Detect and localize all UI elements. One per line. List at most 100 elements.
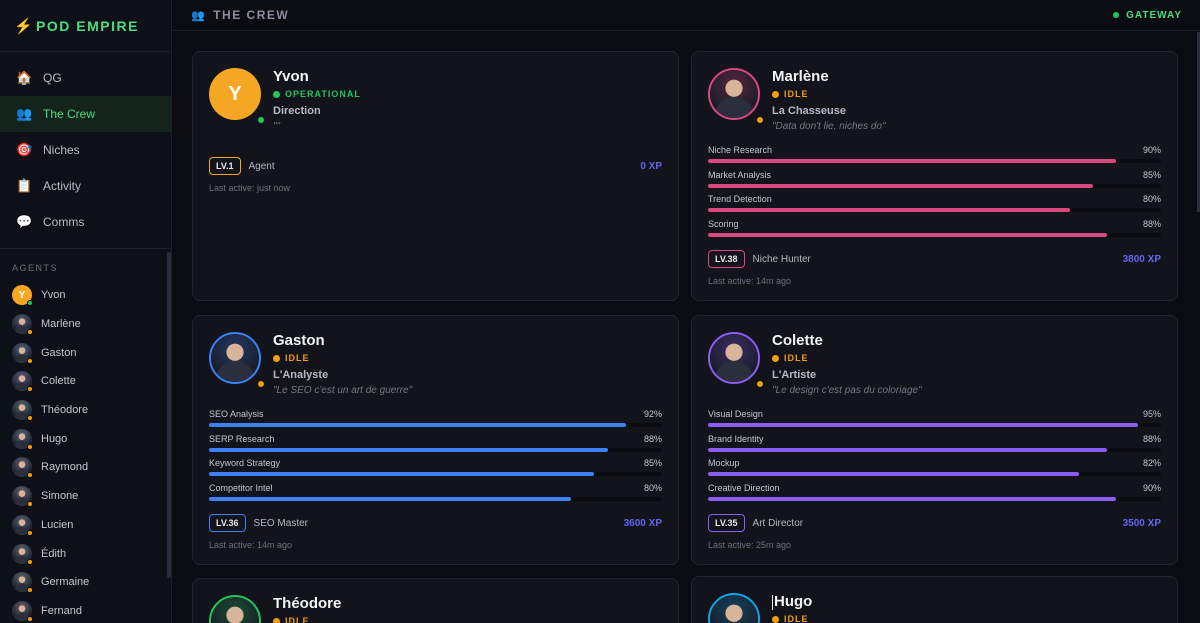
speech-bubble-icon: 💬: [16, 214, 33, 229]
skill-bar-track: [708, 472, 1161, 477]
last-active: Last active: just now: [209, 183, 291, 193]
portrait-illustration: [12, 342, 32, 363]
last-active: Last active: 14m ago: [209, 540, 293, 550]
agent-card-colette[interactable]: Colette IDLE L'Artiste "Le design c'est pas…: [691, 315, 1178, 565]
status-badge: IDLE: [772, 614, 812, 623]
skill-bar-track: [708, 183, 1161, 188]
agent-item-germaine[interactable]: Germaine: [0, 568, 171, 597]
agent-avatar: [708, 332, 764, 388]
skill-name: Brand Identity: [708, 433, 764, 444]
nav-item-qg[interactable]: 🏠 QG: [0, 60, 171, 96]
agent-name: Raymond: [41, 461, 89, 474]
skill-percent: 82%: [1142, 458, 1161, 469]
skill-name: Mockup: [708, 458, 740, 469]
nav-item-the-crew[interactable]: 👥 The Crew: [0, 96, 171, 132]
skill-bar-track: [708, 208, 1161, 213]
lightning-icon: ⚡: [14, 17, 33, 35]
brand[interactable]: ⚡ POD EMPIRE: [0, 0, 171, 52]
page-title: 👥 THE CREW: [191, 8, 289, 22]
agent-name: Édith: [41, 547, 67, 560]
agent-item-colette[interactable]: Colette: [0, 367, 171, 396]
skill-percent: 80%: [643, 483, 662, 494]
nav-label: Activity: [43, 179, 82, 193]
skill-bar-fill: [209, 472, 595, 477]
portrait-illustration: [710, 334, 758, 382]
nav-item-comms[interactable]: 💬 Comms: [0, 204, 171, 240]
sidebar-scrollbar[interactable]: [167, 252, 171, 578]
skill-name: Keyword Strategy: [209, 458, 281, 469]
skill-bar-track: [209, 497, 662, 502]
last-active: Last active: 25m ago: [708, 540, 792, 550]
level-badge: LV.38: [708, 250, 745, 268]
agent-name: Hugo: [41, 432, 68, 445]
agent-title: Art Director: [752, 517, 804, 529]
skill-name: SERP Research: [209, 433, 275, 444]
agent-role: Direction: [273, 105, 321, 117]
avatar: [12, 543, 33, 565]
clipboard-icon: 📋: [16, 178, 33, 193]
people-icon: 👥: [16, 106, 33, 121]
agent-item-marlene[interactable]: Marlène: [0, 310, 171, 339]
agent-card-gaston[interactable]: Gaston IDLE L'Analyste "Le SEO c'est un art…: [192, 315, 679, 565]
avatar: [12, 600, 33, 622]
status-badge: IDLE: [772, 89, 886, 99]
main-scrollbar[interactable]: [1197, 32, 1200, 212]
people-icon: 👥: [191, 9, 207, 22]
status-text: OPERATIONAL: [285, 89, 361, 99]
skill-list: Visual Design 95% Brand Identity 88% Mockup 8…: [708, 408, 1161, 507]
skill-bar-fill: [708, 472, 1080, 477]
nav-item-niches[interactable]: 🎯 Niches: [0, 132, 171, 168]
skill-percent: 85%: [643, 458, 662, 469]
agent-quote: "Le SEO c'est un art de guerre": [273, 385, 413, 396]
avatar: [12, 428, 33, 450]
house-icon: 🏠: [16, 70, 33, 85]
status-dot: [27, 415, 33, 422]
agent-item-simone[interactable]: Simone: [0, 482, 171, 511]
nav-label: Niches: [43, 143, 80, 157]
agent-name-text: Yvon: [273, 68, 309, 85]
agent-item-gaston[interactable]: Gaston: [0, 338, 171, 367]
card-identity: Hugo IDLE: [772, 593, 812, 623]
agent-item-edith[interactable]: Édith: [0, 539, 171, 568]
agent-item-yvon[interactable]: Y Yvon: [0, 281, 171, 310]
agent-card-hugo[interactable]: Hugo IDLE: [691, 576, 1178, 623]
agent-item-theodore[interactable]: Théodore: [0, 396, 171, 425]
agent-name-text: Théodore: [273, 595, 342, 612]
card-footer: LV.1 Agent 0 XP: [209, 157, 662, 175]
card-header: Hugo IDLE: [708, 593, 812, 623]
gateway-status[interactable]: GATEWAY: [1113, 10, 1182, 21]
agent-name: Yvon: [41, 289, 66, 302]
agent-item-hugo[interactable]: Hugo: [0, 424, 171, 453]
nav-label: QG: [43, 71, 62, 85]
avatar: [12, 342, 33, 364]
skill-name: Creative Direction: [708, 483, 780, 494]
agent-item-raymond[interactable]: Raymond: [0, 453, 171, 482]
agent-name: Théodore: [273, 595, 341, 612]
agent-title: SEO Master: [253, 517, 308, 529]
avatar: Y: [12, 285, 33, 307]
status-dot: [27, 329, 33, 336]
skill-row: Scoring 88%: [708, 218, 1161, 243]
skill-bar-track: [708, 497, 1161, 502]
card-identity: Colette IDLE L'Artiste "Le design c'est pas…: [772, 332, 922, 396]
agent-item-fernand[interactable]: Fernand: [0, 597, 171, 623]
status-dot: [27, 615, 33, 622]
skill-row: SEO Analysis 92%: [209, 408, 662, 433]
skill-name: Trend Detection: [708, 194, 772, 205]
agent-card-marlene[interactable]: Marlène IDLE La Chasseuse "Data don't lie, …: [691, 51, 1178, 301]
agent-name: Colette: [772, 332, 922, 349]
agent-item-lucien[interactable]: Lucien: [0, 511, 171, 540]
nav-label: Comms: [43, 215, 85, 229]
agent-card-theodore[interactable]: Théodore IDLE: [192, 578, 679, 623]
agent-card-yvon[interactable]: Y Yvon OPERATIONAL Direction "" LV.1 Agent 0 XP…: [192, 51, 679, 301]
status-dot: [257, 380, 265, 388]
nav-item-activity[interactable]: 📋 Activity: [0, 168, 171, 204]
xp-value: 3800 XP: [1122, 253, 1161, 265]
skill-bar-fill: [209, 423, 626, 427]
status-dot: [27, 529, 33, 536]
avatar-ring: [708, 332, 760, 384]
skill-name: Niche Research: [708, 145, 773, 155]
card-identity: Théodore IDLE: [273, 595, 341, 623]
status-dot: [27, 443, 33, 450]
skill-bar-track: [708, 159, 1161, 163]
